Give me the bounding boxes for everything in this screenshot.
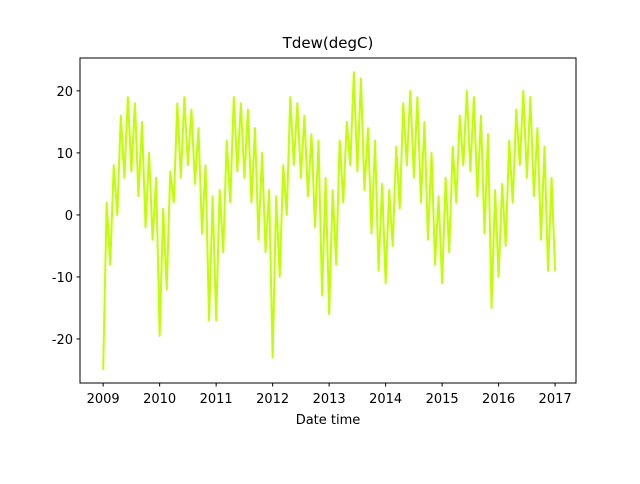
x-tick-label: 2016 — [482, 392, 515, 407]
y-tick-label: 10 — [56, 147, 73, 162]
x-axis-label: Date time — [296, 413, 361, 428]
x-tick-label: 2011 — [200, 392, 233, 407]
y-tick-label: -20 — [52, 333, 73, 348]
x-tick-label: 2009 — [87, 392, 120, 407]
x-tick-label: 2015 — [426, 392, 459, 407]
y-tick-label: 20 — [56, 85, 73, 100]
y-tick-label: 0 — [65, 209, 73, 224]
x-tick-label: 2017 — [539, 392, 572, 407]
x-tick-label: 2013 — [313, 392, 346, 407]
x-tick-label: 2012 — [256, 392, 289, 407]
chart-title: Tdew(degC) — [282, 34, 374, 52]
x-tick-label: 2014 — [369, 392, 402, 407]
x-tick-label: 2010 — [143, 392, 176, 407]
y-tick-label: -10 — [52, 271, 73, 286]
axes-frame — [79, 57, 577, 384]
data-line — [102, 71, 557, 371]
